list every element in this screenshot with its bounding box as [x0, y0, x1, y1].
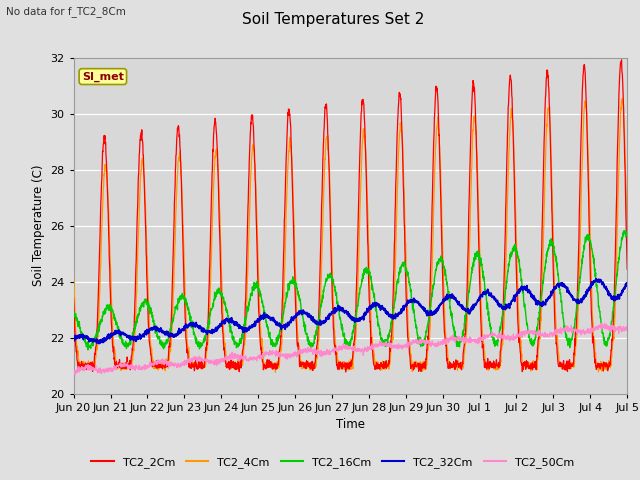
Legend: TC2_2Cm, TC2_4Cm, TC2_16Cm, TC2_32Cm, TC2_50Cm: TC2_2Cm, TC2_4Cm, TC2_16Cm, TC2_32Cm, TC…: [87, 452, 579, 472]
Text: No data for f_TC2_8Cm: No data for f_TC2_8Cm: [6, 6, 126, 17]
X-axis label: Time: Time: [336, 418, 365, 431]
Y-axis label: Soil Temperature (C): Soil Temperature (C): [32, 165, 45, 287]
Text: SI_met: SI_met: [82, 72, 124, 82]
Text: Soil Temperatures Set 2: Soil Temperatures Set 2: [242, 12, 424, 27]
